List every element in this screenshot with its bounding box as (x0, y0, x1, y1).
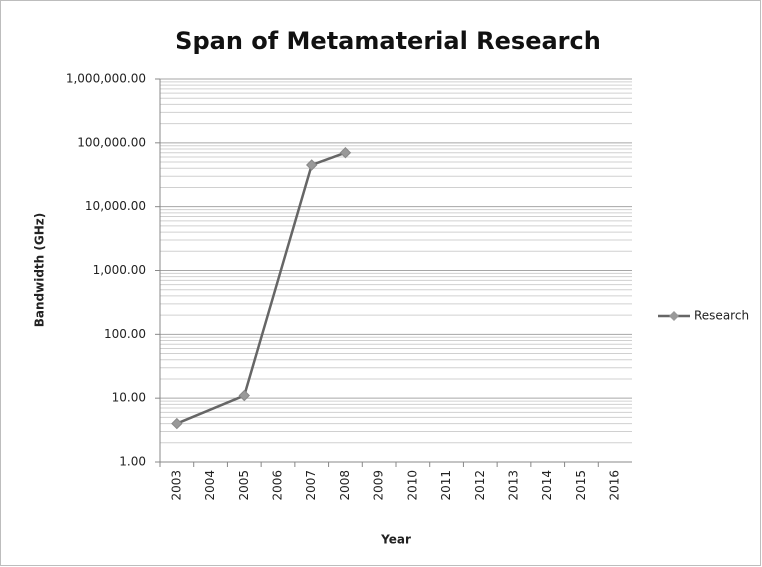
marker (171, 417, 183, 430)
y-axis-label: Bandwidth (GHz) (33, 213, 47, 327)
chart-title: Span of Metamaterial Research (175, 27, 601, 55)
y-tick-label: 10,000.00 (85, 199, 146, 213)
legend-marker (669, 311, 679, 321)
y-tick-label: 1,000.00 (93, 263, 146, 277)
x-tick-label: 2006 (271, 470, 285, 501)
x-tick-label: 2009 (372, 470, 386, 501)
x-tick-label: 2005 (237, 470, 251, 501)
x-axis-label: Year (380, 533, 411, 547)
x-tick-label: 2010 (405, 470, 419, 501)
marker (238, 389, 250, 402)
x-tick-label: 2016 (608, 470, 622, 501)
y-tick-label: 1.00 (119, 455, 146, 469)
x-tick-label: 2004 (203, 470, 217, 501)
y-tick-label: 100,000.00 (77, 135, 146, 149)
y-tick-label: 100.00 (104, 327, 146, 341)
x-tick-label: 2015 (574, 470, 588, 501)
marker (306, 159, 318, 171)
x-tick-label: 2012 (473, 470, 487, 501)
x-tick-label: 2014 (540, 470, 554, 501)
line-series (176, 151, 346, 425)
y-tick-label: 10.00 (112, 391, 146, 405)
x-tick-label: 2008 (338, 470, 352, 501)
x-tick-label: 2011 (439, 470, 453, 501)
y-tick-label: 1,000,000.00 (66, 72, 146, 86)
x-tick-label: 2007 (304, 470, 318, 501)
legend-label: Research (694, 309, 749, 323)
x-tick-label: 2003 (169, 470, 183, 501)
x-tick-label: 2013 (507, 470, 521, 501)
marker (339, 147, 352, 159)
